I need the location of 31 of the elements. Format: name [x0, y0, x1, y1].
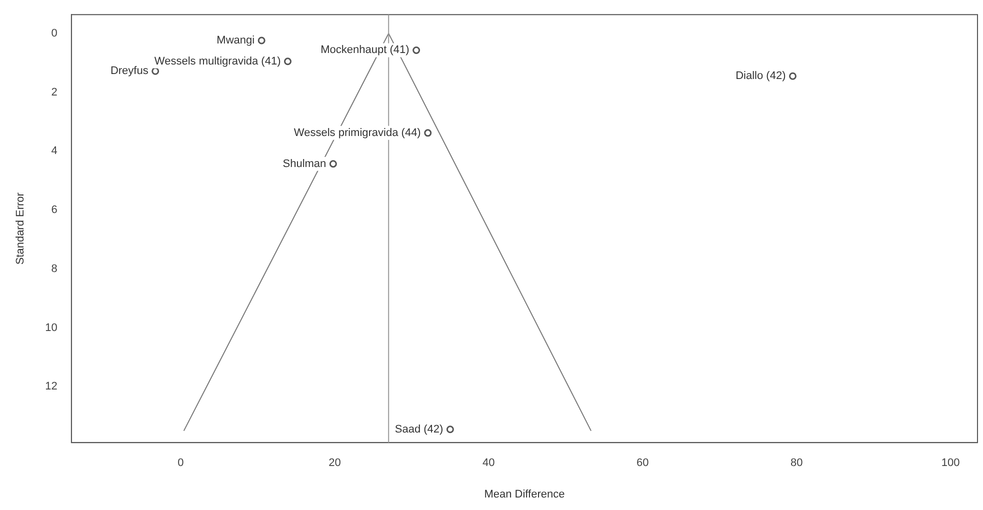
- y-tick-label: 10: [45, 322, 58, 334]
- annotation: Saad (42): [394, 423, 444, 436]
- annotation: Wessels primigravida (44): [294, 126, 421, 139]
- y-axis-title: Standard Error: [14, 192, 27, 265]
- point: [446, 426, 454, 434]
- point: [258, 36, 266, 44]
- annotation: Dreyfus: [110, 65, 149, 78]
- annotation: Wessels multigravida (41): [154, 55, 281, 68]
- x-tick-label: 100: [941, 457, 960, 470]
- point: [412, 46, 420, 54]
- x-tick-label: 60: [636, 457, 649, 470]
- x-tick-label: 0: [178, 457, 184, 470]
- y-tick-label: 6: [51, 204, 58, 216]
- point: [424, 129, 432, 137]
- y-tick-label: 8: [51, 262, 58, 275]
- annotation: Mwangi: [216, 34, 255, 47]
- y-tick-label: 4: [51, 145, 58, 158]
- x-tick-label: 80: [790, 457, 803, 470]
- x-tick-label: 40: [482, 457, 495, 470]
- annotation: Mockenhaupt (41): [320, 44, 410, 56]
- y-tick-label: 12: [45, 380, 58, 393]
- point: [329, 160, 337, 168]
- point: [152, 67, 160, 75]
- point: [788, 72, 796, 80]
- point: [284, 58, 292, 66]
- annotation: Diallo (42): [736, 70, 786, 82]
- annotation: Shulman: [282, 158, 326, 170]
- y-tick-label: 2: [51, 86, 58, 98]
- x-axis-title: Mean Difference: [484, 488, 565, 500]
- x-tick-label: 20: [328, 457, 341, 470]
- y-tick-label: 0: [51, 27, 58, 40]
